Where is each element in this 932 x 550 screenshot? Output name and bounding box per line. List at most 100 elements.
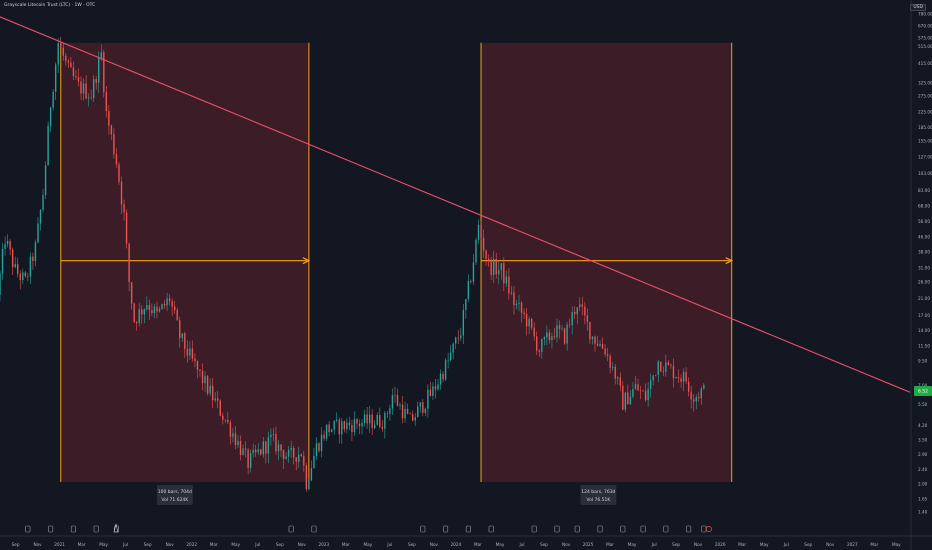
candle-body-58 xyxy=(146,304,148,310)
candle-body-189 xyxy=(477,224,480,240)
candle-body-60 xyxy=(151,310,153,314)
candle-body-52 xyxy=(130,282,133,304)
time-tick-19: Nov xyxy=(430,542,439,547)
candle-body-239 xyxy=(604,348,606,355)
candle-body-100 xyxy=(252,449,254,454)
candle-body-201 xyxy=(508,276,510,294)
candle-body-227 xyxy=(574,311,576,315)
candle-body-161 xyxy=(406,408,409,414)
candle-body-12 xyxy=(29,256,32,277)
candle-body-91 xyxy=(229,422,232,437)
price-tick-8: 185.00 xyxy=(918,125,932,130)
event-marker-6 xyxy=(311,525,317,533)
price-tick-27: 3.50 xyxy=(918,437,928,442)
candle-body-209 xyxy=(528,318,530,327)
price-axis: 780.00 670.00 575.00 515.00 415.00 325.00 275.… xyxy=(910,0,932,550)
time-tick-34: May xyxy=(760,542,769,547)
candle-body-119 xyxy=(300,454,302,457)
candle-body-130 xyxy=(328,424,330,433)
price-tick-32: 1.40 xyxy=(918,510,928,515)
candle-body-7 xyxy=(17,264,19,274)
candle-body-156 xyxy=(394,395,396,396)
price-tick-2: 575.00 xyxy=(918,35,932,40)
candle-body-90 xyxy=(227,419,229,423)
candle-body-190 xyxy=(480,224,482,238)
range-label-box-2 xyxy=(580,484,617,505)
candle-body-13 xyxy=(32,256,34,262)
candle-body-223 xyxy=(563,328,566,344)
candle-body-6 xyxy=(14,264,16,268)
candle-body-157 xyxy=(396,395,399,406)
price-tick-11: 103.00 xyxy=(918,171,932,176)
candle-body-40 xyxy=(100,52,102,59)
candle-body-108 xyxy=(272,433,275,435)
candle-body-185 xyxy=(467,280,470,300)
candle-body-171 xyxy=(432,386,434,396)
candle-body-218 xyxy=(551,336,553,341)
candle-body-260 xyxy=(657,361,659,375)
candle-body-259 xyxy=(655,374,657,376)
candle-body-226 xyxy=(571,311,573,326)
candle-body-56 xyxy=(141,309,143,315)
price-tick-1: 670.00 xyxy=(918,23,932,28)
candle-body-109 xyxy=(275,433,277,452)
candle-body-43 xyxy=(108,111,110,126)
candle-body-86 xyxy=(217,398,219,401)
price-tick-25: 5.50 xyxy=(918,402,928,407)
candle-body-48 xyxy=(120,181,123,205)
candle-body-172 xyxy=(434,386,437,390)
event-marker-8 xyxy=(443,525,449,533)
trendline xyxy=(0,16,911,393)
event-marker-17 xyxy=(663,525,669,533)
candle-body-114 xyxy=(287,450,290,457)
candle-body-15 xyxy=(37,223,39,243)
candle-body-116 xyxy=(292,447,295,458)
candle-body-195 xyxy=(493,258,495,275)
time-tick-4: May xyxy=(99,542,108,547)
time-tick-18: Sep xyxy=(408,542,416,547)
candle-body-140 xyxy=(353,419,356,433)
currency-badge[interactable]: USD xyxy=(910,4,926,11)
candle-body-143 xyxy=(361,422,363,427)
candle-body-14 xyxy=(34,242,37,262)
candle-body-148 xyxy=(374,424,376,429)
candle-body-164 xyxy=(414,417,416,421)
candle-body-62 xyxy=(156,306,158,312)
candle-body-214 xyxy=(541,339,543,352)
price-tick-10: 127.00 xyxy=(918,154,932,159)
candle-body-125 xyxy=(315,443,318,456)
candle-body-184 xyxy=(465,299,467,310)
candle-body-42 xyxy=(105,92,108,112)
candle-body-256 xyxy=(647,388,649,401)
symbol-title[interactable]: Grayscale Litecoin Trust (LTC) · 1W · OT… xyxy=(4,3,96,8)
price-tick-26: 4.20 xyxy=(918,423,928,428)
candle-body-35 xyxy=(87,97,90,99)
candle-body-277 xyxy=(700,388,703,399)
candle-body-83 xyxy=(209,385,211,394)
candle-body-53 xyxy=(133,303,135,322)
candle-body-99 xyxy=(249,453,252,468)
candle-body-235 xyxy=(594,336,596,344)
time-tick-20: 2024 xyxy=(451,542,462,547)
candle-body-59 xyxy=(148,304,151,311)
candle-body-238 xyxy=(601,343,604,349)
event-marker-15 xyxy=(620,525,626,533)
candle-body-50 xyxy=(125,212,128,244)
candle-body-200 xyxy=(505,276,508,284)
time-tick-29: Jul xyxy=(651,542,657,547)
candle-body-187 xyxy=(472,262,475,282)
candle-body-129 xyxy=(325,424,328,439)
price-tick-3: 515.00 xyxy=(918,44,932,49)
time-tick-38: 2027 xyxy=(847,542,858,547)
candle-body-2 xyxy=(4,244,6,249)
candle-body-253 xyxy=(639,390,642,392)
candle-body-263 xyxy=(665,362,667,372)
price-tick-13: 68.00 xyxy=(918,204,930,209)
candle-body-183 xyxy=(462,309,465,336)
candle-body-236 xyxy=(596,343,599,346)
time-tick-40: May xyxy=(892,542,901,547)
candle-body-169 xyxy=(427,389,429,409)
candle-body-234 xyxy=(591,336,594,340)
price-tick-7: 225.00 xyxy=(918,109,932,114)
